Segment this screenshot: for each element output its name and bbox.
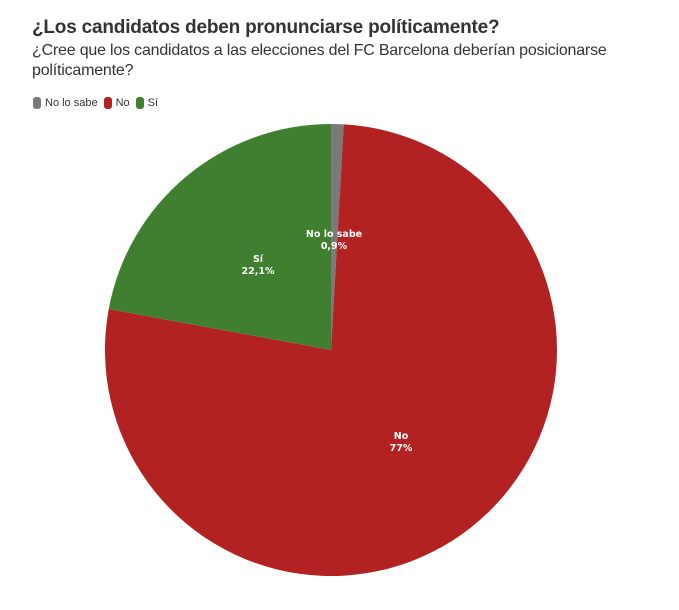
- slice-label-no-lo-sabe: No lo sabe 0,9%: [306, 229, 362, 252]
- slice-label-name: Sí: [253, 254, 264, 265]
- legend-label: No lo sabe: [45, 97, 98, 109]
- legend-label: No: [115, 97, 130, 109]
- slice-label-si: Sí 22,1%: [242, 254, 275, 277]
- pie-slice-si[interactable]: [108, 124, 331, 350]
- chart-header: ¿Los candidatos deben pronunciarse polít…: [32, 16, 672, 81]
- legend-swatch-gray: [33, 97, 41, 109]
- slice-label-value: 0,9%: [321, 241, 348, 252]
- pie-slice-no[interactable]: [104, 124, 557, 577]
- slice-label-name: No lo sabe: [306, 229, 362, 240]
- slice-label-name: No: [394, 431, 409, 442]
- slice-label-value: 22,1%: [242, 266, 275, 277]
- legend-swatch-green: [135, 97, 144, 109]
- chart-legend: No lo sabe No Sí: [33, 97, 164, 109]
- pie-slices: [104, 124, 557, 577]
- chart-subtitle: ¿Cree que los candidatos a las eleccione…: [32, 42, 607, 79]
- legend-item-no[interactable]: No: [103, 97, 130, 109]
- legend-label: Sí: [147, 97, 159, 109]
- slice-label-value: 77%: [390, 443, 413, 454]
- chart-title: ¿Los candidatos deben pronunciarse polít…: [32, 17, 500, 38]
- legend-item-si[interactable]: Sí: [135, 97, 159, 109]
- legend-item-no-lo-sabe[interactable]: No lo sabe: [33, 97, 98, 109]
- legend-swatch-red: [103, 97, 112, 109]
- pie-slice-no-lo-sabe[interactable]: [331, 124, 344, 350]
- slice-label-no: No 77%: [390, 431, 413, 454]
